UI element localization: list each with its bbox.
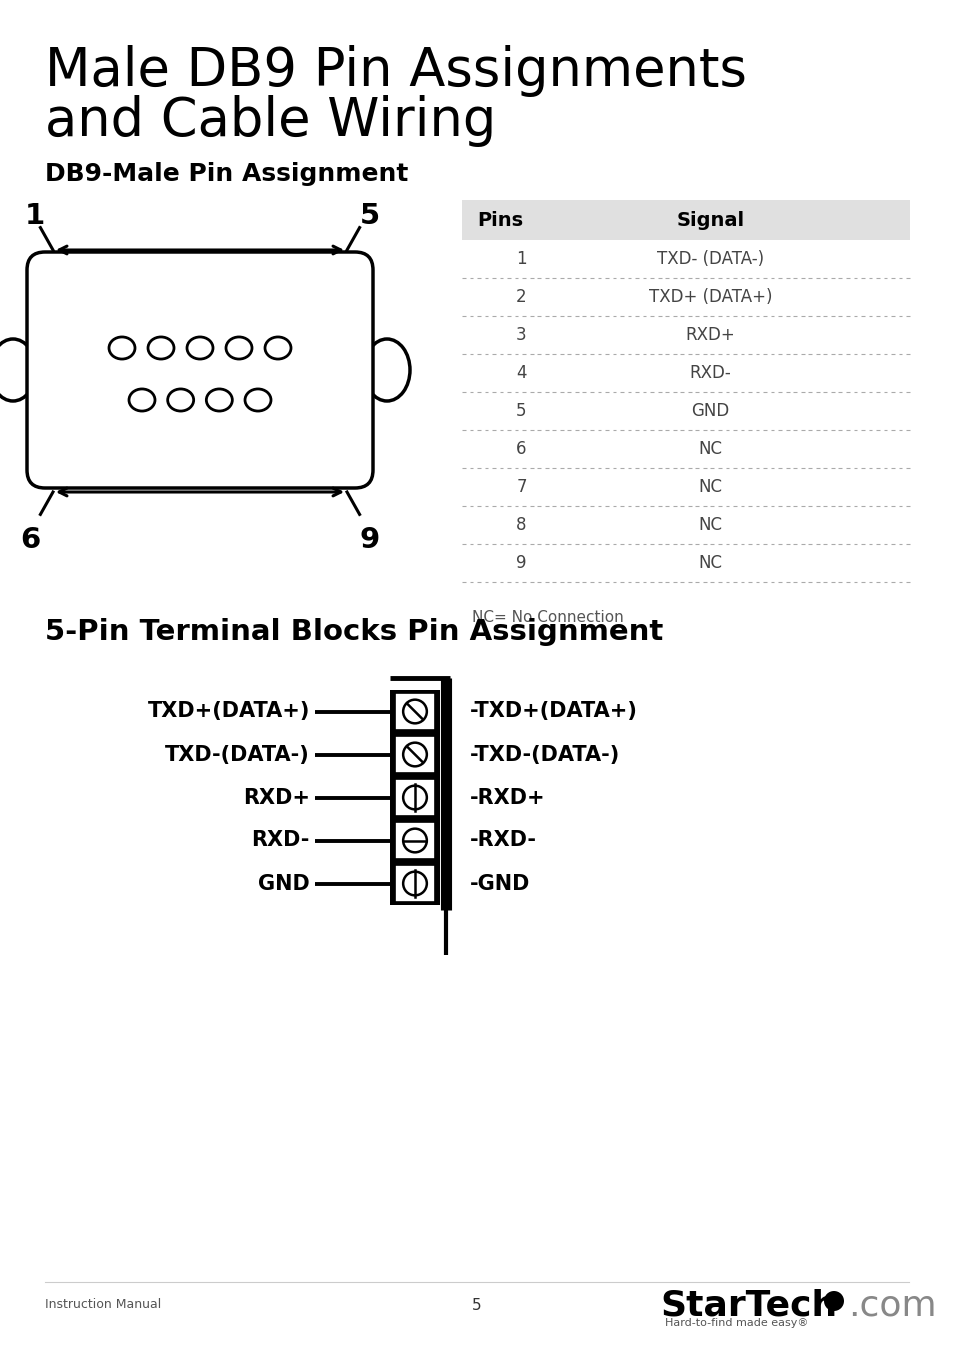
Bar: [395, 822, 435, 859]
Text: TXD-(DATA-): TXD-(DATA-): [165, 745, 310, 764]
Text: and Cable Wiring: and Cable Wiring: [45, 95, 496, 147]
Bar: [395, 693, 435, 730]
Text: RXD-: RXD-: [252, 830, 310, 850]
Ellipse shape: [0, 339, 36, 401]
Ellipse shape: [129, 389, 154, 412]
Bar: [461, 200, 909, 239]
Text: DB9-Male Pin Assignment: DB9-Male Pin Assignment: [45, 161, 408, 186]
Ellipse shape: [168, 389, 193, 412]
Circle shape: [403, 829, 426, 853]
Text: 9: 9: [516, 554, 526, 572]
Text: GND: GND: [691, 402, 729, 420]
Text: 1: 1: [516, 250, 526, 268]
Ellipse shape: [226, 338, 252, 359]
Text: 7: 7: [516, 477, 526, 496]
Text: 4: 4: [516, 364, 526, 382]
Text: 5: 5: [359, 202, 379, 230]
Text: -TXD-(DATA-): -TXD-(DATA-): [470, 745, 619, 764]
Text: NC: NC: [698, 554, 721, 572]
Text: 9: 9: [359, 526, 379, 554]
Text: RXD-: RXD-: [689, 364, 730, 382]
Circle shape: [403, 785, 426, 810]
Bar: [395, 736, 435, 773]
Text: 5: 5: [516, 402, 526, 420]
Text: 1: 1: [25, 202, 45, 230]
Text: -RXD-: -RXD-: [470, 830, 537, 850]
Text: .com: .com: [847, 1289, 936, 1322]
Text: 3: 3: [516, 325, 526, 344]
Text: -TXD+(DATA+): -TXD+(DATA+): [470, 702, 638, 721]
Circle shape: [403, 699, 426, 724]
Text: 6: 6: [516, 440, 526, 459]
Circle shape: [823, 1291, 843, 1311]
Ellipse shape: [109, 338, 135, 359]
Text: 5: 5: [472, 1298, 481, 1313]
Ellipse shape: [206, 389, 233, 412]
Text: RXD+: RXD+: [243, 788, 310, 807]
Bar: [395, 779, 435, 816]
Text: 6: 6: [20, 526, 40, 554]
Text: NC: NC: [698, 477, 721, 496]
Text: -RXD+: -RXD+: [470, 788, 545, 807]
Text: Pins: Pins: [476, 211, 523, 230]
Text: 2: 2: [516, 288, 526, 307]
Text: 5-Pin Terminal Blocks Pin Assignment: 5-Pin Terminal Blocks Pin Assignment: [45, 617, 662, 646]
Text: TXD+(DATA+): TXD+(DATA+): [148, 702, 310, 721]
Text: Signal: Signal: [676, 211, 743, 230]
Text: 8: 8: [516, 516, 526, 534]
Ellipse shape: [245, 389, 271, 412]
Text: RXD+: RXD+: [685, 325, 735, 344]
Ellipse shape: [148, 338, 173, 359]
Text: -GND: -GND: [470, 873, 530, 893]
Text: TXD+ (DATA+): TXD+ (DATA+): [648, 288, 771, 307]
Circle shape: [403, 872, 426, 896]
Text: TXD- (DATA-): TXD- (DATA-): [656, 250, 763, 268]
Ellipse shape: [265, 338, 291, 359]
Text: Hard-to-find made easy®: Hard-to-find made easy®: [664, 1318, 807, 1328]
Ellipse shape: [187, 338, 213, 359]
Text: NC: NC: [698, 516, 721, 534]
FancyBboxPatch shape: [27, 252, 373, 488]
Bar: [390, 690, 439, 905]
Text: NC= No Connection: NC= No Connection: [472, 611, 623, 625]
Text: Male DB9 Pin Assignments: Male DB9 Pin Assignments: [45, 44, 746, 97]
Text: NC: NC: [698, 440, 721, 459]
Text: StarTech: StarTech: [659, 1289, 837, 1322]
Bar: [395, 865, 435, 902]
Text: Instruction Manual: Instruction Manual: [45, 1298, 161, 1311]
Text: GND: GND: [258, 873, 310, 893]
Circle shape: [403, 742, 426, 767]
Ellipse shape: [364, 339, 410, 401]
